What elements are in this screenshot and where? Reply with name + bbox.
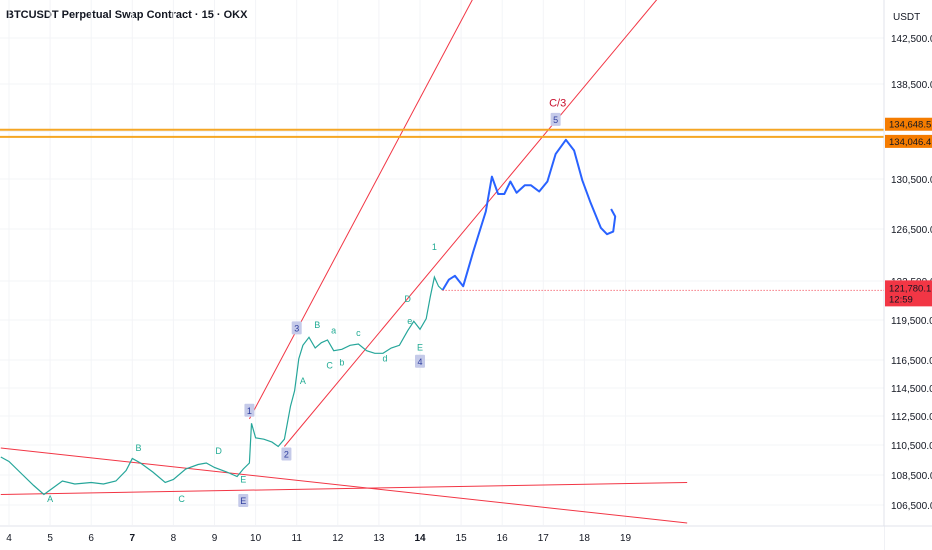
x-tick-label: 15 xyxy=(456,533,468,544)
wave-label: E xyxy=(417,343,423,353)
wave-label: e xyxy=(407,316,412,326)
wave-label: b xyxy=(339,358,344,368)
x-tick-label: 5 xyxy=(47,533,53,544)
price-axis: USDT 142,500.0 138,500.0 130,500.0 126,500.… xyxy=(883,0,932,550)
wave-label-box xyxy=(550,112,561,126)
price-tags: 134,648.5 134,046.4 121,780.112:59 xyxy=(442,117,932,307)
y-tick-label: 108,500.0 xyxy=(891,471,932,482)
wave-label: c xyxy=(356,328,361,338)
wave-label: 1 xyxy=(247,406,252,416)
trendline-upper-channel xyxy=(248,0,473,420)
countdown-label: 12:59 xyxy=(889,294,913,305)
wave-label: A xyxy=(47,494,53,504)
x-tick-label: 4 xyxy=(6,533,12,544)
y-tick-label: 114,500.0 xyxy=(891,384,932,395)
x-tick-label: 17 xyxy=(538,533,550,544)
wave-label: 4 xyxy=(417,357,422,367)
x-tick-label: 19 xyxy=(620,533,632,544)
y-tick-label: 116,500.0 xyxy=(891,356,932,367)
y-tick-label: 106,500.0 xyxy=(891,501,932,512)
x-tick-label: 9 xyxy=(212,533,218,544)
wave-labels: A B C D E E 1 2 3 A Ba C b c d e D E 4 1 5 C/3 xyxy=(47,98,566,507)
x-tick-label: 6 xyxy=(88,533,94,544)
wave-label: C xyxy=(178,494,185,504)
wave-label-box xyxy=(244,403,255,417)
wave-label: E xyxy=(240,496,246,506)
y-tick-label: 126,500.0 xyxy=(891,225,932,236)
price-series-line xyxy=(0,275,444,496)
trendline-lower-channel xyxy=(283,0,658,447)
wave-label: a xyxy=(331,325,336,335)
level-price-tag xyxy=(885,134,932,148)
time-axis-bg xyxy=(0,526,884,550)
wave-label: D xyxy=(215,446,222,456)
y-tick-label: 112,500.0 xyxy=(891,412,932,423)
wave-label: 3 xyxy=(294,323,299,333)
wave-label-box xyxy=(415,354,425,368)
current-price-tag xyxy=(885,280,932,307)
wave-label: 1 xyxy=(432,242,437,252)
level-price-tag xyxy=(885,117,932,131)
wave-label: B xyxy=(314,320,320,330)
x-tick-label: 18 xyxy=(579,533,591,544)
current-price-label: 121,780.1 xyxy=(889,283,931,294)
wave-label-box xyxy=(238,494,249,507)
y-tick-label: 142,500.0 xyxy=(891,34,932,45)
wave-label-box xyxy=(291,321,302,335)
y-tick-label: 130,500.0 xyxy=(891,175,932,186)
trendline-ascending-support xyxy=(0,482,688,495)
wave-label: D xyxy=(404,294,411,304)
y-tick-label: 138,500.0 xyxy=(891,80,932,91)
x-tick-label: 11 xyxy=(292,533,303,544)
wave-label: E xyxy=(240,475,246,485)
x-tick-label: 16 xyxy=(497,533,509,544)
currency-label: USDT xyxy=(893,12,920,23)
x-tick-label: 8 xyxy=(171,533,177,544)
wave-label-box xyxy=(281,447,292,461)
wave-label: 2 xyxy=(284,450,289,460)
wave-label: A xyxy=(300,376,306,386)
horizontal-levels xyxy=(0,128,884,138)
y-tick-label: 110,500.0 xyxy=(891,441,932,452)
wave-label: B xyxy=(135,443,141,453)
y-tick-label: 119,500.0 xyxy=(891,316,932,327)
wave-label: C/3 xyxy=(549,98,566,110)
trendline-descending-resistance xyxy=(0,447,688,524)
level-price-tag-label: 134,046.4 xyxy=(889,137,931,148)
wave-label: d xyxy=(383,353,388,363)
time-axis: 4 5 6 7 8 9 10 11 12 13 14 15 16 17 18 19 xyxy=(0,525,932,550)
trendlines xyxy=(0,0,688,524)
projection-path xyxy=(441,138,617,291)
x-tick-label: 14 xyxy=(414,533,426,544)
x-tick-label: 10 xyxy=(250,533,262,544)
x-tick-label: 12 xyxy=(332,533,344,544)
x-tick-label: 13 xyxy=(373,533,385,544)
level-price-tag-label: 134,648.5 xyxy=(889,120,931,131)
x-tick-label: 7 xyxy=(130,533,136,544)
wave-label: 5 xyxy=(553,115,558,125)
chart-title: BTCUSDT Perpetual Swap Contract · 15 · O… xyxy=(6,9,248,21)
gridlines xyxy=(0,0,884,525)
wave-label: C xyxy=(326,360,333,370)
